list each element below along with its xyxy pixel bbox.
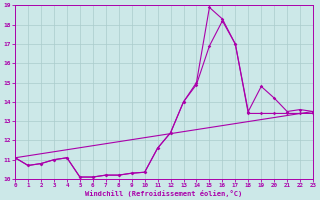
X-axis label: Windchill (Refroidissement éolien,°C): Windchill (Refroidissement éolien,°C) bbox=[85, 190, 243, 197]
